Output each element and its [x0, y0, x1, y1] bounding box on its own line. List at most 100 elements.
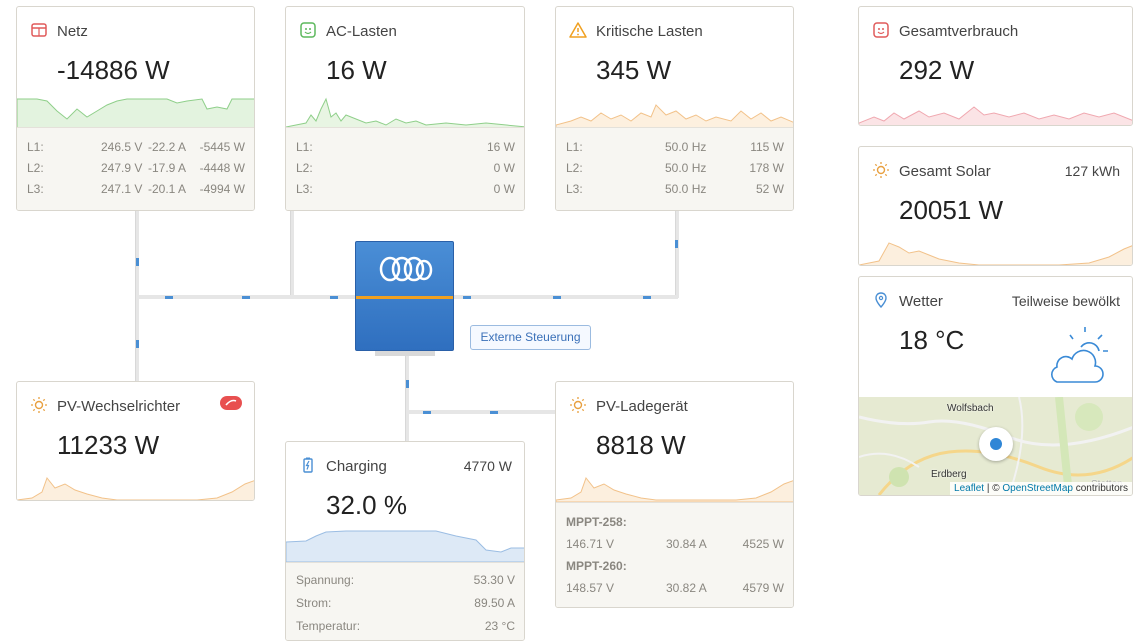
grid-power-value: -14886 W — [57, 55, 170, 85]
flow-dot — [490, 411, 498, 414]
ac-loads-sparkline — [286, 97, 524, 129]
total-solar-sparkline — [859, 242, 1132, 265]
card-title: PV-Ladegerät — [596, 398, 688, 415]
pv-inverter-value: 11233 W — [57, 430, 160, 460]
total-solar-card[interactable]: Gesamt Solar 127 kWh 20051 W — [858, 146, 1133, 266]
flow-dot — [553, 296, 561, 299]
pv-inverter-card[interactable]: PV-Wechselrichter 11233 W — [16, 381, 255, 501]
mppt-row: 148.57 V 30.82 A 4579 W — [566, 581, 784, 595]
consumption-icon — [873, 22, 889, 38]
total-solar-value: 20051 W — [899, 195, 1004, 225]
ac-phase-table: L1: 16 W L2: 0 W L3: 0 W — [286, 127, 524, 210]
flow-dot — [242, 296, 250, 299]
grid-phase-row: L3: 247.1 V -20.1 A -4994 W — [27, 182, 245, 196]
battery-power: 4770 W — [463, 458, 512, 474]
sun-icon — [873, 162, 889, 178]
mppt-table: MPPT-258: 146.71 V 30.84 A 4525 W MPPT-2… — [556, 502, 793, 607]
battery-soc-value: 32.0 % — [326, 490, 407, 520]
ac-loads-card[interactable]: AC-Lasten 16 W L1: 16 W L2: 0 W L3: 0 W — [285, 6, 525, 211]
battery-detail-row: Temperatur: 23 °C — [296, 619, 515, 633]
flow-dot — [330, 296, 338, 299]
pv-inverter-sparkline — [17, 476, 254, 500]
mppt-name: MPPT-258: — [566, 515, 627, 529]
flow-dot — [423, 411, 431, 414]
grid-sparkline — [17, 98, 254, 129]
wire-pv-charger — [407, 410, 557, 414]
pv-charger-card[interactable]: PV-Ladegerät 8818 W MPPT-258: 146.71 V 3… — [555, 381, 794, 608]
sun-icon — [570, 397, 586, 413]
pv-charger-value: 8818 W — [596, 430, 686, 460]
fronius-badge-icon — [220, 396, 242, 410]
grid-card[interactable]: Netz -14886 W L1: 246.5 V -22.2 A -5445 … — [16, 6, 255, 211]
grid-phase-row: L1: 246.5 V -22.2 A -5445 W — [27, 140, 245, 154]
location-pin-icon — [875, 292, 887, 309]
warning-icon — [569, 22, 587, 38]
battery-detail-row: Strom: 89.50 A — [296, 596, 515, 610]
inverter-base — [375, 351, 435, 356]
battery-detail-row: Spannung: 53.30 V — [296, 573, 515, 587]
external-control-button[interactable]: Externe Steuerung — [470, 325, 591, 350]
total-consumption-sparkline — [859, 106, 1132, 125]
card-title: Charging — [326, 458, 387, 475]
card-title: Gesamt Solar — [899, 163, 991, 180]
battery-sparkline — [286, 530, 524, 562]
battery-icon — [303, 457, 313, 473]
card-title: PV-Wechselrichter — [57, 398, 181, 415]
battery-details: Spannung: 53.30 V Strom: 89.50 A Tempera… — [286, 562, 524, 640]
critical-phase-row: L1: 50.0 Hz 115 W — [566, 140, 784, 154]
critical-phase-table: L1: 50.0 Hz 115 W L2: 50.0 Hz 178 W L3: … — [556, 127, 793, 210]
flow-dot — [136, 340, 139, 348]
partly-cloudy-icon — [1051, 327, 1108, 383]
card-title: Gesamtverbrauch — [899, 23, 1019, 40]
card-title: Kritische Lasten — [596, 23, 703, 40]
temperature-value: 18 °C — [899, 325, 965, 355]
wire-critical — [675, 210, 679, 298]
card-title: AC-Lasten — [326, 23, 397, 40]
pv-charger-sparkline — [556, 476, 793, 502]
ac-phase-row: L3: 0 W — [296, 182, 515, 196]
critical-phase-row: L3: 50.0 Hz 52 W — [566, 182, 784, 196]
total-consumption-card[interactable]: Gesamtverbrauch 292 W — [858, 6, 1133, 126]
battery-card[interactable]: Charging 4770 W 32.0 % Spannung: 53.30 V… — [285, 441, 525, 641]
ac-phase-row: L2: 0 W — [296, 161, 515, 175]
solar-energy-total: 127 kWh — [1064, 163, 1120, 179]
map-label-erdberg: Erdberg — [931, 469, 967, 480]
critical-loads-value: 345 W — [596, 55, 672, 85]
mppt-row: 146.71 V 30.84 A 4525 W — [566, 537, 784, 551]
grid-phase-table: L1: 246.5 V -22.2 A -5445 W L2: 247.9 V … — [17, 127, 254, 210]
flow-dot — [643, 296, 651, 299]
inverter-unit[interactable] — [355, 241, 454, 351]
weather-card[interactable]: Wetter Teilweise bewölkt 18 °C Wolfsbach — [858, 276, 1133, 496]
ac-load-icon — [300, 22, 316, 38]
flow-dot — [406, 380, 409, 388]
location-marker[interactable] — [979, 427, 1013, 461]
critical-loads-sparkline — [556, 104, 793, 129]
openstreetmap-link[interactable]: OpenStreetMap — [1002, 483, 1073, 494]
grid-phase-row: L2: 247.9 V -17.9 A -4448 W — [27, 161, 245, 175]
inverter-band — [356, 296, 453, 299]
weather-map[interactable]: Wolfsbach Erdberg Stetten Leaflet | © Op… — [859, 397, 1132, 495]
ac-loads-value: 16 W — [326, 55, 387, 85]
mppt-name: MPPT-260: — [566, 559, 627, 573]
flow-dot — [675, 240, 678, 248]
flow-dot — [136, 258, 139, 266]
ac-phase-row: L1: 16 W — [296, 140, 515, 154]
wire-battery — [405, 356, 409, 442]
critical-loads-card[interactable]: Kritische Lasten 345 W L1: 50.0 Hz 115 W… — [555, 6, 794, 211]
wire-right-bus — [454, 295, 678, 299]
map-attribution: Leaflet | © OpenStreetMap contributors — [950, 482, 1132, 495]
total-consumption-value: 292 W — [899, 55, 975, 85]
card-title: Wetter — [899, 293, 943, 310]
victron-logo-icon — [379, 256, 433, 282]
flow-dot — [463, 296, 471, 299]
flow-dot — [165, 296, 173, 299]
map-label-wolfsbach: Wolfsbach — [947, 403, 994, 414]
sun-icon — [31, 397, 47, 413]
card-title: Netz — [57, 23, 88, 40]
leaflet-link[interactable]: Leaflet — [954, 483, 985, 494]
weather-condition: Teilweise bewölkt — [1011, 293, 1120, 309]
wire-ac — [290, 210, 294, 298]
critical-phase-row: L2: 50.0 Hz 178 W — [566, 161, 784, 175]
grid-icon — [31, 23, 47, 37]
